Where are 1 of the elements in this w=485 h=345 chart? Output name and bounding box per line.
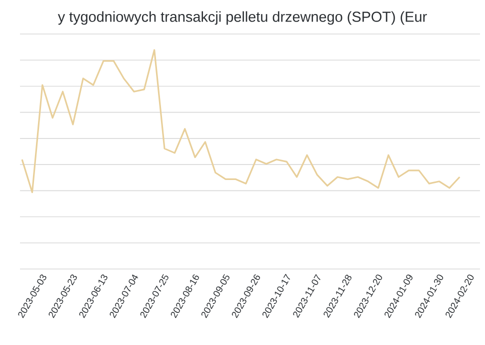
chart-title: y tygodniowych transakcji pelletu drzewnego (SPOT) (Eur: [58, 11, 427, 25]
